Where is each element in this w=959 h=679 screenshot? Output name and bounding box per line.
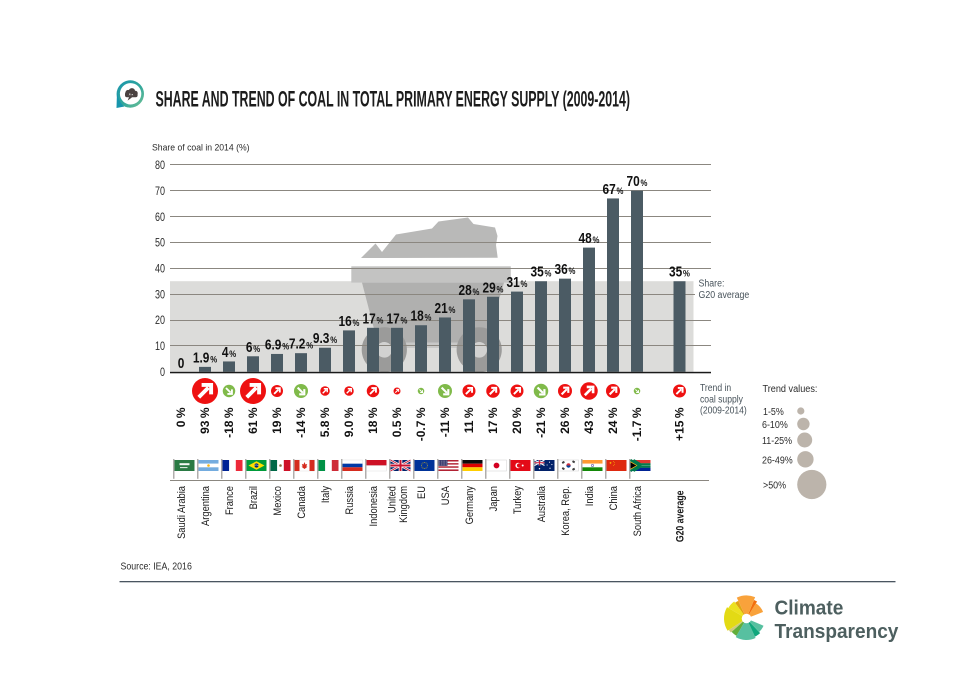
svg-text:Share of coal in 2014 (%): Share of coal in 2014 (%) — [152, 142, 250, 152]
svg-text:21%: 21% — [435, 300, 456, 316]
svg-text:0: 0 — [160, 366, 165, 380]
svg-text:SHARE AND TREND OF COAL IN TOT: SHARE AND TREND OF COAL IN TOTAL PRIMARY… — [156, 87, 630, 112]
svg-text:>50%: >50% — [763, 480, 786, 492]
svg-text:17%: 17% — [363, 310, 384, 326]
svg-text:43 %: 43 % — [582, 407, 596, 434]
svg-text:29%: 29% — [483, 279, 504, 295]
svg-text:Mexico: Mexico — [272, 486, 284, 516]
svg-text:80: 80 — [155, 159, 165, 173]
svg-text:EU: EU — [416, 486, 428, 499]
svg-text:Korea, Rep.: Korea, Rep. — [560, 486, 572, 536]
svg-text:1-5%: 1-5% — [763, 406, 784, 418]
svg-text:Italy: Italy — [320, 485, 332, 503]
svg-text:Australia: Australia — [536, 486, 548, 523]
svg-text:9.0 %: 9.0 % — [342, 407, 356, 437]
svg-text:70%: 70% — [627, 173, 648, 189]
svg-text:Source: IEA, 2016: Source: IEA, 2016 — [121, 560, 192, 572]
svg-text:0: 0 — [178, 355, 185, 371]
svg-text:30: 30 — [155, 288, 165, 302]
svg-text:61 %: 61 % — [246, 407, 260, 434]
svg-text:Climate: Climate — [775, 597, 844, 620]
svg-text:1.9%: 1.9% — [193, 349, 218, 365]
svg-text:17%: 17% — [387, 310, 408, 326]
svg-text:18%: 18% — [411, 308, 432, 324]
svg-text:Indonesia: Indonesia — [368, 486, 380, 527]
svg-text:31%: 31% — [507, 274, 528, 290]
svg-text:Turkey: Turkey — [512, 485, 524, 514]
svg-text:Argentina: Argentina — [200, 486, 212, 526]
svg-text:South Africa: South Africa — [632, 486, 644, 537]
svg-text:-21 %: -21 % — [534, 407, 548, 438]
svg-text:35%: 35% — [669, 264, 690, 280]
svg-text:60: 60 — [155, 211, 165, 225]
svg-text:6-10%: 6-10% — [762, 419, 788, 431]
svg-text:6.9%: 6.9% — [265, 336, 290, 352]
svg-text:7.2%: 7.2% — [289, 336, 314, 352]
svg-text:Russia: Russia — [344, 486, 356, 515]
svg-text:40: 40 — [155, 262, 165, 276]
svg-text:China: China — [608, 486, 620, 511]
svg-text:+15 %: +15 % — [673, 407, 687, 441]
svg-text:-1.7 %: -1.7 % — [630, 407, 644, 441]
svg-text:11 %: 11 % — [462, 407, 476, 433]
svg-text:5.8 %: 5.8 % — [318, 407, 332, 437]
svg-text:Trend values:: Trend values: — [763, 383, 818, 395]
svg-text:93 %: 93 % — [198, 407, 212, 434]
svg-text:United: United — [387, 486, 399, 513]
svg-text:70: 70 — [155, 185, 165, 199]
svg-text:9.3%: 9.3% — [313, 330, 338, 346]
svg-text:19 %: 19 % — [270, 407, 284, 434]
svg-text:USA: USA — [440, 486, 452, 505]
svg-text:-14 %: -14 % — [294, 407, 308, 438]
svg-text:France: France — [224, 486, 236, 515]
svg-text:-0.7 %: -0.7 % — [414, 407, 428, 441]
svg-text:-18 %: -18 % — [222, 407, 236, 438]
svg-text:Brazil: Brazil — [248, 486, 260, 509]
svg-text:0 %: 0 % — [174, 407, 188, 427]
svg-text:18 %: 18 % — [366, 407, 380, 434]
svg-text:17 %: 17 % — [486, 407, 500, 434]
svg-text:G20 average: G20 average — [674, 490, 686, 542]
svg-text:0.5 %: 0.5 % — [390, 407, 404, 437]
svg-text:48%: 48% — [579, 230, 600, 246]
svg-text:6%: 6% — [246, 339, 261, 355]
svg-text:20 %: 20 % — [510, 407, 524, 434]
svg-text:10: 10 — [155, 340, 165, 354]
svg-text:24 %: 24 % — [606, 407, 620, 434]
svg-text:Share:G20 average: Share: G20 average — [699, 277, 750, 300]
svg-text:Germany: Germany — [464, 485, 476, 524]
svg-text:Japan: Japan — [488, 486, 500, 511]
svg-text:26-49%: 26-49% — [762, 455, 793, 467]
svg-text:50: 50 — [155, 236, 165, 250]
svg-text:Saudi Arabia: Saudi Arabia — [176, 486, 188, 539]
svg-text:Canada: Canada — [296, 486, 308, 519]
svg-text:26 %: 26 % — [558, 407, 572, 434]
svg-text:Transparency: Transparency — [775, 620, 899, 643]
svg-text:28%: 28% — [459, 282, 480, 298]
svg-text:11-25%: 11-25% — [762, 435, 792, 447]
svg-text:Kingdom: Kingdom — [398, 486, 410, 523]
svg-text:20: 20 — [155, 314, 165, 328]
svg-text:India: India — [584, 486, 596, 507]
svg-text:16%: 16% — [339, 313, 360, 329]
svg-text:4%: 4% — [222, 344, 237, 360]
svg-text:35%: 35% — [531, 264, 552, 280]
svg-text:36%: 36% — [555, 261, 576, 277]
svg-text:-11 %: -11 % — [438, 407, 452, 437]
svg-text:67%: 67% — [603, 181, 624, 197]
